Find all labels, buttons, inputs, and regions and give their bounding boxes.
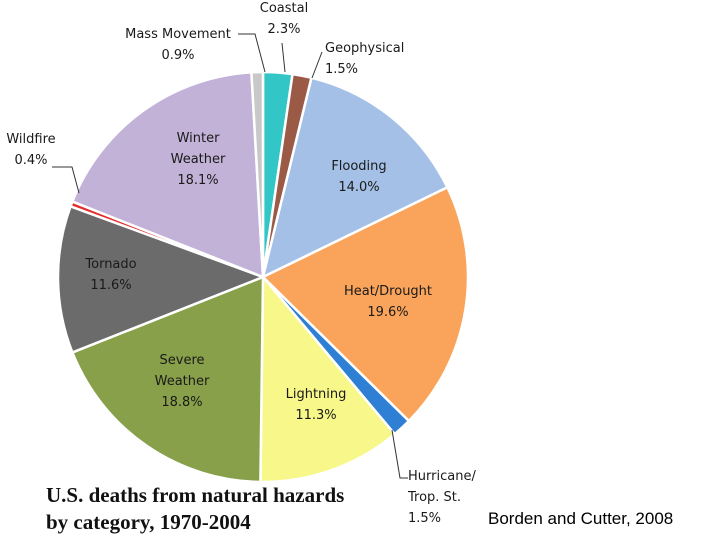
slice-label-tornado: Tornado 11.6% [84,257,136,293]
source-citation: Borden and Cutter, 2008 [488,509,674,528]
slice-flooding [261,76,449,279]
leader-line-mass-movement [238,33,266,73]
slice-label-severe-weather: Severe Weather 18.8% [155,353,210,410]
leader-line-geophysical [311,51,323,79]
leader-lines [52,33,408,479]
slice-labels: Coastal 2.3% Geophysical 1.5% Flooding 14.0% H… [6,1,476,526]
leader-line-wildfire [52,166,80,194]
slice-label-hurricane-trop-st: Hurricane/Trop. St. 1.5% [407,469,476,526]
chart-title: U.S. deaths from natural hazards by cate… [46,482,406,536]
slice-label-heat-drought: Heat/Drought 19.6% [344,284,432,320]
pie-slices [56,70,470,484]
slice-lightning [259,275,396,484]
chart-title-line-1: U.S. deaths from natural hazards [46,483,345,507]
slice-heat-drought [261,186,470,423]
slice-winter-weather [71,71,265,279]
slice-label-mass-movement: Mass Movement 0.9% [125,27,231,63]
leader-line-hurricane-trop-st [391,429,408,479]
slice-label-wildfire: Wildfire 0.4% [6,132,55,168]
leader-line-coastal [281,42,286,73]
slice-severe-weather [71,275,265,484]
slice-label-flooding: Flooding 14.0% [331,159,386,195]
slice-mass-movement [250,70,265,279]
slice-tornado [56,205,265,354]
chart-title-line-2: by category, 1970-2004 [46,510,251,534]
slice-label-geophysical: Geophysical 1.5% [325,41,404,77]
slice-label-coastal: Coastal 2.3% [260,1,308,37]
slice-label-winter-weather: Winter Weather 18.1% [171,131,226,188]
slice-label-lightning: Lightning 11.3% [286,387,347,423]
